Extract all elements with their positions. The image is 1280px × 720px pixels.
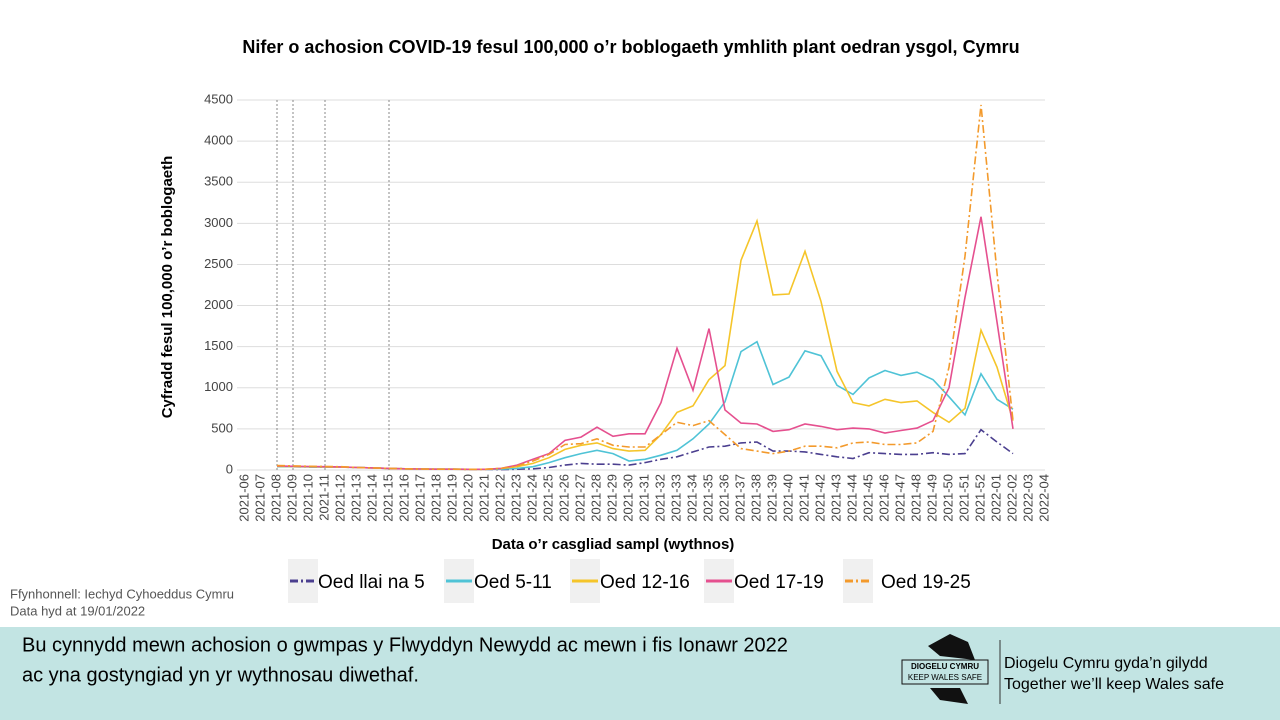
source-date: Data hyd at 19/01/2022: [10, 603, 145, 618]
x-tick-label: 2021-08: [268, 474, 283, 522]
legend-label: Oed 5-11: [474, 572, 552, 593]
x-tick-label: 2021-13: [348, 474, 363, 522]
y-tick-label: 3500: [204, 174, 233, 189]
x-tick-label: 2021-31: [636, 474, 651, 522]
slogan: Diogelu Cymru gyda’n gilydd: [1004, 655, 1208, 672]
series-line: [276, 216, 1014, 471]
source: Ffynhonnell: Iechyd Cyhoeddus Cymru: [10, 586, 234, 601]
x-tick-label: 2021-48: [908, 474, 923, 522]
x-tick-label: 2021-45: [860, 474, 875, 522]
slogan: Together we’ll keep Wales safe: [1004, 676, 1224, 693]
x-tick-label: 2021-15: [380, 474, 395, 522]
x-tick-label: 2022-04: [1036, 474, 1051, 522]
x-tick-label: 2021-27: [572, 474, 587, 522]
x-tick-label: 2022-03: [1020, 474, 1035, 522]
y-tick-label: 500: [211, 420, 233, 435]
footer-band: [0, 627, 1280, 720]
x-tick-label: 2021-38: [748, 474, 763, 522]
logo-text: DIOGELU CYMRU: [911, 662, 979, 671]
x-tick-label: 2021-23: [508, 474, 523, 522]
footer-message: ac yna gostyngiad yn yr wythnosau diweth…: [22, 664, 419, 686]
x-tick-label: 2021-09: [284, 474, 299, 522]
x-tick-label: 2021-35: [700, 474, 715, 522]
x-tick-label: 2021-47: [892, 474, 907, 522]
logo-wales: [930, 688, 968, 704]
y-tick-label: 4500: [204, 91, 233, 106]
x-tick-label: 2021-44: [844, 474, 859, 522]
x-tick-label: 2021-22: [492, 474, 507, 522]
x-tick-label: 2021-12: [332, 474, 347, 522]
y-tick-label: 1500: [204, 338, 233, 353]
logo-text: KEEP WALES SAFE: [908, 673, 982, 682]
x-tick-label: 2021-14: [364, 474, 379, 522]
x-tick-label: 2021-43: [828, 474, 843, 522]
legend-label: Oed 19-25: [881, 572, 971, 593]
x-tick-label: 2021-32: [652, 474, 667, 522]
y-tick-label: 3000: [204, 215, 233, 230]
x-tick-label: 2021-18: [428, 474, 443, 522]
x-tick-label: 2021-20: [460, 474, 475, 522]
series-line: [276, 104, 1014, 471]
x-tick-label: 2021-36: [716, 474, 731, 522]
y-tick-label: 2500: [204, 256, 233, 271]
x-tick-label: 2022-02: [1004, 474, 1019, 522]
x-tick-label: 2021-19: [444, 474, 459, 522]
legend-label: Oed 12-16: [600, 572, 690, 593]
x-tick-label: 2021-30: [620, 474, 635, 522]
x-tick-label: 2021-50: [940, 474, 955, 522]
x-tick-label: 2021-33: [668, 474, 683, 522]
logo-box: [901, 659, 989, 685]
x-tick-label: 2021-28: [588, 474, 603, 522]
x-tick-label: 2021-24: [524, 474, 539, 522]
x-tick-label: 2021-06: [236, 474, 251, 522]
y-tick-label: 2000: [204, 297, 233, 312]
x-tick-label: 2021-51: [956, 474, 971, 522]
y-tick-label: 4000: [204, 133, 233, 148]
x-tick-label: 2021-52: [972, 474, 987, 522]
x-tick-label: 2021-07: [252, 474, 267, 522]
x-tick-label: 2021-49: [924, 474, 939, 522]
series-line: [276, 218, 1014, 471]
x-tick-label: 2021-21: [476, 474, 491, 522]
logo-dragon: [928, 634, 975, 660]
y-tick-label: 0: [226, 461, 233, 476]
x-axis-title: Data o’r casgliad sampl (wythnos): [492, 536, 735, 553]
x-tick-label: 2021-26: [556, 474, 571, 522]
x-tick-label: 2021-39: [764, 474, 779, 522]
x-tick-label: 2021-10: [300, 474, 315, 522]
y-axis-title: Cyfradd fesul 100,000 o’r boblogaeth: [159, 156, 176, 419]
x-tick-label: 2021-34: [684, 474, 699, 522]
y-tick-label: 1000: [204, 379, 233, 394]
x-tick-label: 2021-40: [780, 474, 795, 522]
x-tick-label: 2022-01: [988, 474, 1003, 522]
x-tick-label: 2021-42: [812, 474, 827, 522]
x-tick-label: 2021-16: [396, 474, 411, 522]
legend-label: Oed llai na 5: [318, 572, 425, 593]
x-tick-label: 2021-11: [316, 474, 331, 521]
chart-title: Nifer o achosion COVID-19 fesul 100,000 …: [242, 37, 1019, 57]
x-tick-label: 2021-17: [412, 474, 427, 522]
series-line: [277, 428, 1014, 471]
x-tick-label: 2021-37: [732, 474, 747, 522]
x-tick-label: 2021-41: [796, 474, 811, 522]
x-tick-label: 2021-29: [604, 474, 619, 522]
x-tick-label: 2021-25: [540, 474, 555, 522]
x-tick-label: 2021-46: [876, 474, 891, 522]
footer-message: Bu cynnydd mewn achosion o gwmpas y Flwy…: [22, 634, 788, 656]
legend-label: Oed 17-19: [734, 572, 824, 593]
